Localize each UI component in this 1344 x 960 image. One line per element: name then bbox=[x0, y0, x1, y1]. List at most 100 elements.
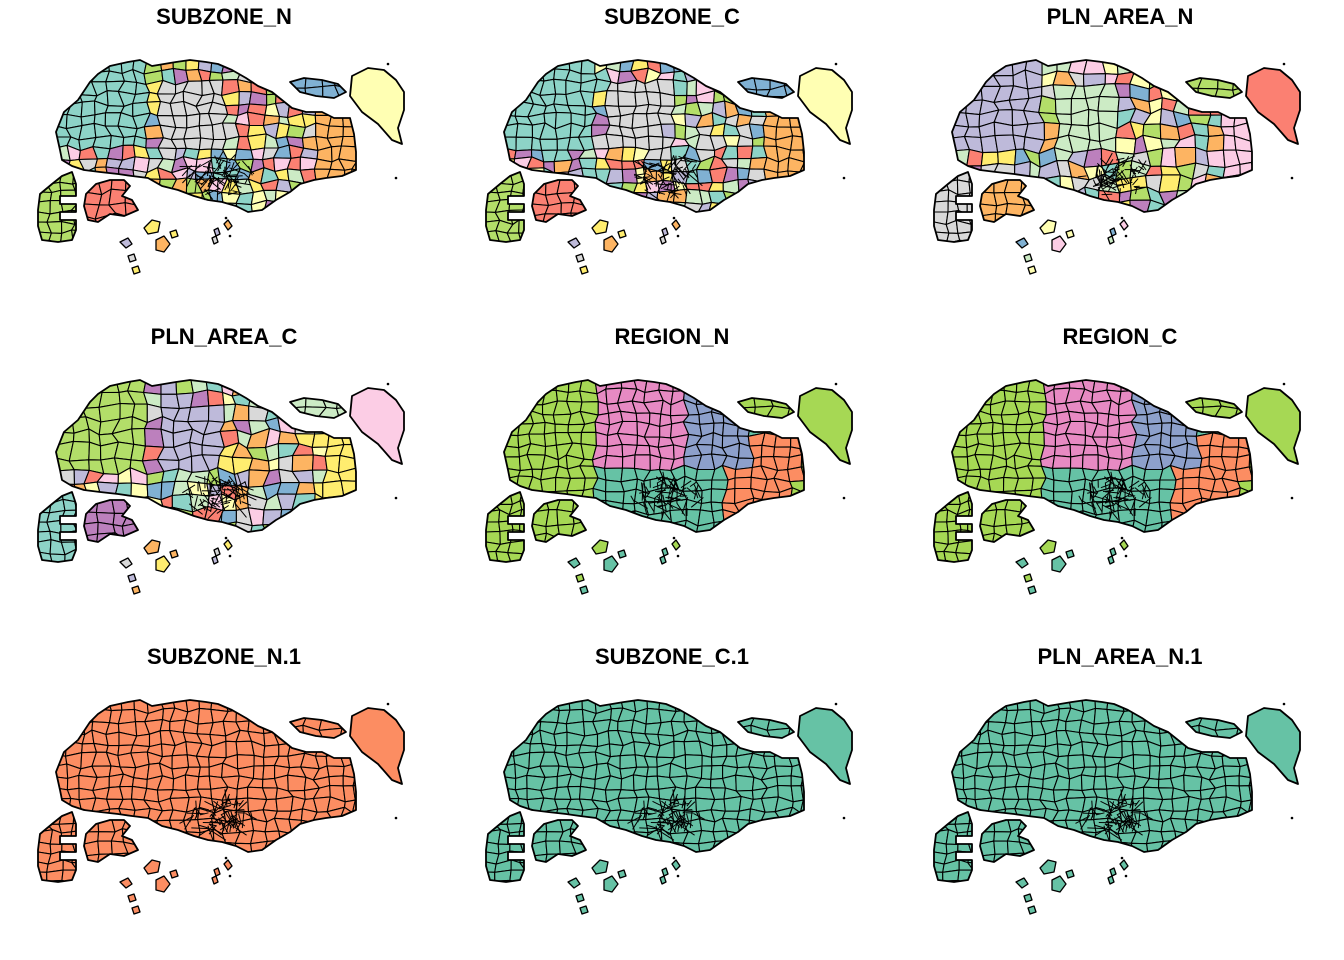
map-subzone-polygon bbox=[1043, 431, 1057, 448]
map-subzone-polygon bbox=[588, 500, 602, 512]
map-subzone-polygon bbox=[980, 548, 994, 560]
map-small-island bbox=[155, 555, 171, 573]
map-subzone-polygon bbox=[351, 831, 356, 846]
map-subzone-polygon bbox=[805, 481, 817, 493]
map-small-island bbox=[659, 875, 667, 885]
map-subzone-polygon bbox=[735, 774, 755, 792]
map-subzone-polygon bbox=[776, 112, 792, 128]
map-subzone-polygon bbox=[1248, 774, 1252, 787]
map-islet-dot bbox=[676, 554, 680, 558]
map-subzone-polygon bbox=[1253, 500, 1265, 515]
map-subzone-polygon bbox=[198, 855, 212, 865]
map-subzone-polygon bbox=[813, 148, 829, 162]
map-subzone-polygon bbox=[1115, 136, 1137, 155]
map-subzone-polygon bbox=[1002, 423, 1018, 434]
map-subzone-polygon bbox=[559, 535, 572, 542]
map-subzone-polygon bbox=[1205, 203, 1224, 212]
map-subzone-polygon bbox=[137, 820, 138, 833]
map-subzone-polygon bbox=[593, 523, 610, 532]
map-subzone-polygon bbox=[699, 854, 712, 865]
map-small-island bbox=[143, 539, 161, 555]
map-islet-dot bbox=[1124, 554, 1128, 558]
map-subzone-polygon bbox=[980, 868, 994, 880]
map-subzone-polygon bbox=[764, 533, 778, 545]
map-subzone-polygon bbox=[208, 71, 224, 81]
map-subzone-polygon bbox=[1019, 550, 1036, 560]
map-subzone-polygon bbox=[799, 799, 804, 814]
map-subzone-polygon bbox=[659, 92, 676, 107]
map-subzone-polygon bbox=[617, 523, 637, 532]
map-subzone-polygon bbox=[189, 441, 203, 457]
map-subzone-polygon bbox=[1171, 795, 1190, 812]
map-subzone-polygon bbox=[316, 214, 331, 225]
map-subzone-polygon bbox=[776, 213, 790, 225]
map-subzone-polygon bbox=[87, 550, 98, 562]
map-subzone-polygon bbox=[173, 524, 195, 532]
panel-title: PLN_AREA_C bbox=[150, 324, 298, 349]
map-subzone-polygon bbox=[109, 225, 126, 240]
map-subzone-polygon bbox=[605, 133, 624, 150]
map-subzone-polygon bbox=[184, 199, 202, 212]
map-subzone-polygon bbox=[736, 145, 754, 160]
map-subzone-polygon bbox=[813, 819, 829, 834]
map-subzone-polygon bbox=[330, 103, 344, 119]
map-subzone-polygon bbox=[520, 881, 524, 882]
map-subzone-polygon bbox=[504, 710, 521, 723]
map-subzone-polygon bbox=[66, 71, 84, 84]
map-subzone-polygon bbox=[250, 60, 265, 74]
map-subzone-polygon bbox=[1247, 818, 1252, 835]
map-subzone-polygon bbox=[56, 70, 72, 84]
map-small-island bbox=[155, 235, 171, 253]
choropleth-map bbox=[485, 379, 853, 595]
map-subzone-polygon bbox=[595, 431, 609, 448]
map-subzone-polygon bbox=[355, 467, 356, 485]
map-subzone-polygon bbox=[763, 60, 781, 75]
map-subzone-polygon bbox=[367, 203, 381, 214]
map-small-island bbox=[155, 875, 171, 893]
map-subzone-polygon bbox=[236, 786, 249, 800]
map-panel-subzone-c: SUBZONE_C bbox=[448, 0, 896, 320]
map-subzone-polygon bbox=[315, 178, 328, 193]
map-subzone-polygon bbox=[1253, 481, 1265, 493]
map-subzone-polygon bbox=[1206, 214, 1223, 229]
map-subzone-polygon bbox=[802, 199, 804, 212]
map-subzone-polygon bbox=[1018, 841, 1034, 860]
map-subzone-polygon bbox=[773, 446, 792, 458]
map-subzone-polygon bbox=[542, 225, 562, 240]
panel-title: SUBZONE_C.1 bbox=[594, 644, 750, 669]
map-subzone-polygon bbox=[1263, 490, 1277, 501]
map-subzone-polygon bbox=[1211, 523, 1228, 532]
map-subzone-polygon bbox=[578, 829, 598, 842]
map-subzone-polygon bbox=[183, 125, 202, 140]
map-subzone-polygon bbox=[787, 67, 801, 86]
map-subzone-polygon bbox=[324, 709, 342, 721]
map-subzone-polygon bbox=[734, 476, 752, 490]
map-subzone-polygon bbox=[313, 202, 332, 212]
map-subzone-polygon bbox=[750, 60, 766, 74]
map-subzone-polygon bbox=[1225, 389, 1237, 402]
map-subzone-polygon bbox=[988, 476, 1005, 493]
map-subzone-polygon bbox=[722, 80, 739, 96]
map-subzone-polygon bbox=[815, 490, 829, 501]
map-subzone-polygon bbox=[1183, 521, 1203, 532]
map-subzone-polygon bbox=[196, 843, 215, 852]
map-subzone-polygon bbox=[1053, 214, 1075, 229]
map-subzone-polygon bbox=[722, 399, 737, 416]
map-subzone-polygon bbox=[760, 189, 781, 202]
map-subzone-polygon bbox=[1065, 850, 1086, 852]
map-subzone-polygon bbox=[1206, 134, 1225, 152]
map-subzone-polygon bbox=[980, 225, 995, 240]
map-small-island bbox=[1023, 893, 1033, 903]
map-subzone-polygon bbox=[88, 221, 98, 232]
map-subzone-polygon bbox=[486, 880, 499, 882]
map-subzone-polygon bbox=[1027, 499, 1046, 514]
map-subzone-polygon bbox=[1032, 188, 1034, 207]
map-subzone-polygon bbox=[774, 765, 793, 778]
map-subzone-polygon bbox=[1236, 60, 1252, 76]
map-subzone-polygon bbox=[1224, 380, 1239, 391]
map-subzone-polygon bbox=[72, 172, 76, 185]
map-subzone-polygon bbox=[1020, 852, 1034, 862]
map-subzone-polygon bbox=[61, 879, 75, 882]
map-subzone-polygon bbox=[275, 795, 294, 812]
map-subzone-polygon bbox=[777, 389, 789, 402]
